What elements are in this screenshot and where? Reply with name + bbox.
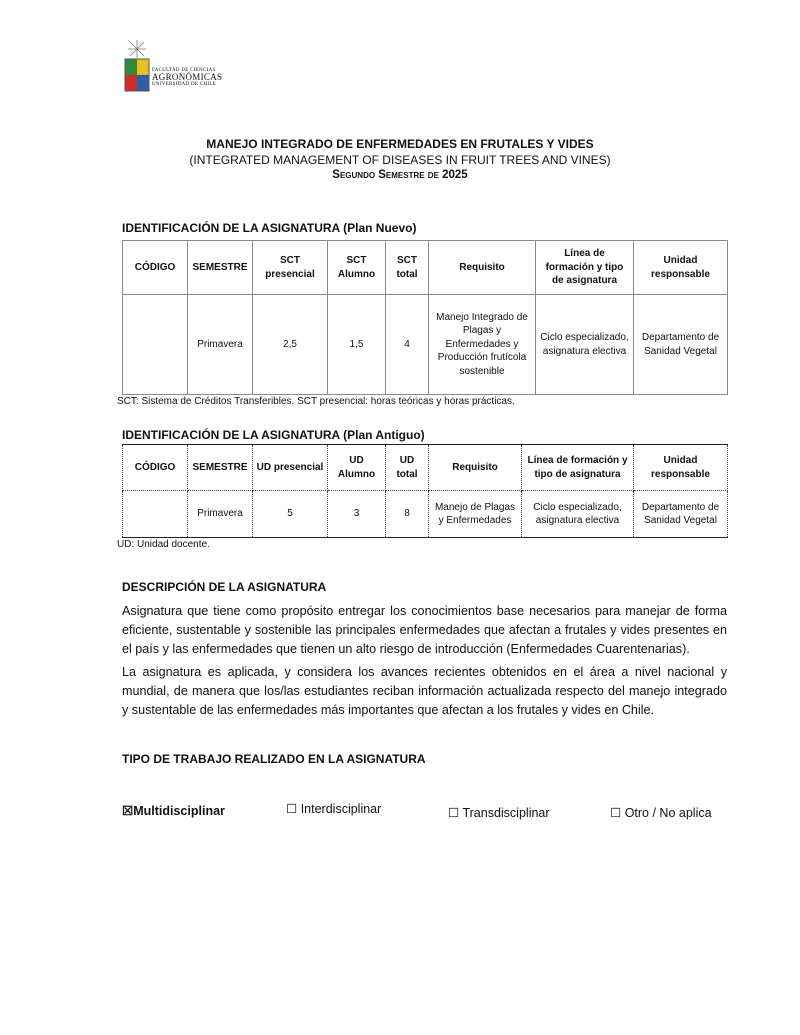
- cell-unidad: Departamento de Sanidad Vegetal: [633, 490, 728, 538]
- header-cell: SEMESTRE: [187, 444, 253, 491]
- option-otro[interactable]: ☐ Otro / No aplica: [610, 805, 712, 820]
- option-interdisciplinar[interactable]: ☐ Interdisciplinar: [286, 801, 381, 816]
- option-label: Transdisciplinar: [462, 806, 550, 820]
- cell-semestre: Primavera: [187, 294, 253, 395]
- cell-linea: Ciclo especializado, asignatura electiva: [535, 294, 634, 395]
- plan-nuevo-table: CÓDIGO SEMESTRE SCT presencial SCT Alumn…: [122, 240, 728, 395]
- checkbox-icon[interactable]: ☐: [448, 806, 460, 820]
- table-header-row: CÓDIGO SEMESTRE SCT presencial SCT Alumn…: [122, 240, 728, 295]
- option-transdisciplinar[interactable]: ☐ Transdisciplinar: [448, 805, 550, 820]
- table-header-row: CÓDIGO SEMESTRE UD presencial UD Alumno …: [122, 444, 728, 491]
- course-subtitle: (INTEGRATED MANAGEMENT OF DISEASES IN FR…: [189, 153, 611, 167]
- option-multidisciplinar[interactable]: ☒Multidisciplinar: [122, 803, 225, 818]
- cell-presencial: 2,5: [252, 294, 328, 395]
- checkbox-icon[interactable]: ☐: [286, 802, 298, 816]
- descripcion-paragraph-2: La asignatura es aplicada, y considera l…: [122, 665, 727, 717]
- header-cell: Línea de formación y tipo de asignatura: [521, 444, 634, 491]
- option-label: Multidisciplinar: [133, 804, 225, 818]
- descripcion-heading: DESCRIPCIÓN DE LA ASIGNATURA: [122, 580, 327, 594]
- cell-unidad: Departamento de Sanidad Vegetal: [633, 294, 728, 395]
- checked-box-icon[interactable]: ☒: [122, 804, 134, 818]
- header-cell: Unidad responsable: [633, 240, 728, 295]
- plan-antiguo-note: UD: Unidad docente.: [117, 539, 210, 550]
- plan-nuevo-note: SCT: Sistema de Créditos Transferibles. …: [117, 396, 515, 407]
- tipo-heading: TIPO DE TRABAJO REALIZADO EN LA ASIGNATU…: [122, 752, 426, 766]
- logo-line-2: AGRONÓMICAS: [152, 72, 223, 82]
- table-row: Primavera 5 3 8 Manejo de Plagas y Enfer…: [122, 490, 728, 538]
- faculty-logo: FACULTAD DE CIENCIAS AGRONÓMICAS UNIVERS…: [122, 38, 242, 98]
- cell-presencial: 5: [252, 490, 328, 538]
- header-cell: Línea de formación y tipo de asignatura: [535, 240, 634, 295]
- university-crest-icon: [124, 40, 150, 92]
- header-cell: UD total: [385, 444, 429, 491]
- cell-codigo: [122, 490, 188, 538]
- header-cell: SCT Alumno: [327, 240, 386, 295]
- plan-antiguo-heading: IDENTIFICACIÓN DE LA ASIGNATURA (Plan An…: [122, 428, 425, 442]
- descripcion-paragraph-1: Asignatura que tiene como propósito entr…: [122, 604, 727, 656]
- header-cell: Requisito: [428, 240, 536, 295]
- cell-requisito: Manejo Integrado de Plagas y Enfermedade…: [428, 294, 536, 395]
- header-cell: Unidad responsable: [633, 444, 728, 491]
- header-cell: SCT total: [385, 240, 429, 295]
- header-cell: CÓDIGO: [122, 444, 188, 491]
- header-cell: CÓDIGO: [122, 240, 188, 295]
- cell-alumno: 3: [327, 490, 386, 538]
- plan-antiguo-table: CÓDIGO SEMESTRE UD presencial UD Alumno …: [122, 444, 728, 538]
- header-cell: SEMESTRE: [187, 240, 253, 295]
- semester-label: Segundo Semestre de 2025: [332, 169, 468, 181]
- cell-total: 4: [385, 294, 429, 395]
- cell-requisito: Manejo de Plagas y Enfermedades: [428, 490, 522, 538]
- course-title: MANEJO INTEGRADO DE ENFERMEDADES EN FRUT…: [206, 137, 594, 151]
- cell-total: 8: [385, 490, 429, 538]
- plan-nuevo-heading: IDENTIFICACIÓN DE LA ASIGNATURA (Plan Nu…: [122, 221, 417, 235]
- table-row: Primavera 2,5 1,5 4 Manejo Integrado de …: [122, 294, 728, 395]
- cell-alumno: 1,5: [327, 294, 386, 395]
- logo-line-1: FACULTAD DE CIENCIAS: [152, 68, 216, 73]
- checkbox-icon[interactable]: ☐: [610, 806, 622, 820]
- header-cell: SCT presencial: [252, 240, 328, 295]
- cell-semestre: Primavera: [187, 490, 253, 538]
- header-cell: Requisito: [428, 444, 522, 491]
- logo-line-3: UNIVERSIDAD DE CHILE: [152, 82, 217, 87]
- cell-linea: Ciclo especializado, asignatura electiva: [521, 490, 634, 538]
- cell-codigo: [122, 294, 188, 395]
- header-cell: UD presencial: [252, 444, 328, 491]
- option-label: Otro / No aplica: [624, 806, 712, 820]
- header-cell: UD Alumno: [327, 444, 386, 491]
- option-label: Interdisciplinar: [300, 802, 382, 816]
